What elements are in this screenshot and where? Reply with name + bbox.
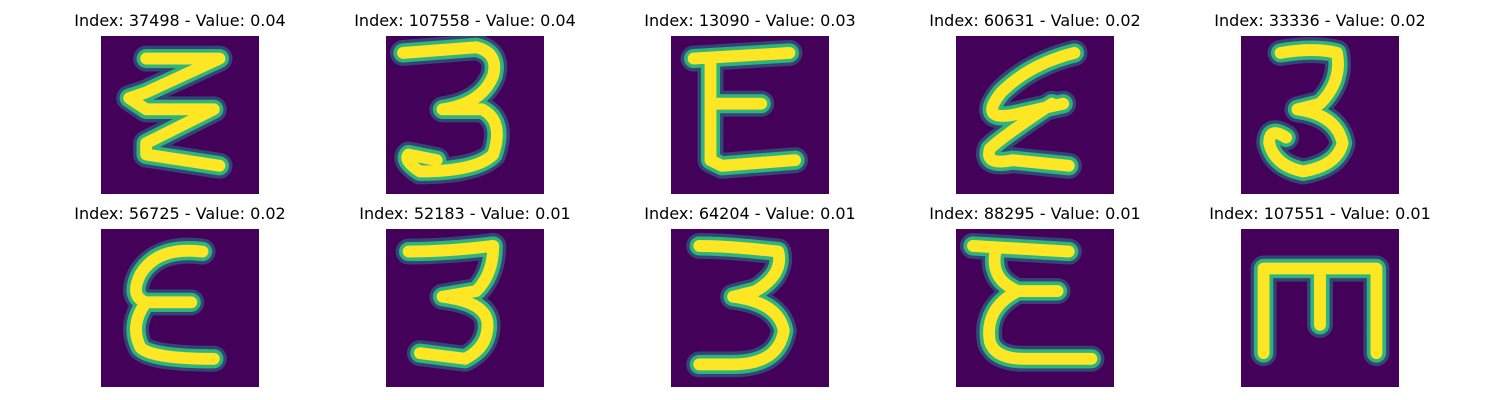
glyph-stroke: [983, 47, 1081, 172]
glyph-stroke: [687, 47, 802, 172]
digit-image: [956, 229, 1114, 387]
tile-title: Index: 33336 - Value: 0.02: [1214, 11, 1426, 30]
glyph-stroke: [123, 52, 226, 172]
digit-image: [671, 36, 829, 194]
digit-image: [1241, 229, 1399, 387]
tile-title: Index: 107551 - Value: 0.01: [1209, 204, 1431, 223]
glyph-stroke: [967, 240, 1098, 365]
digit-image: [956, 36, 1114, 194]
glyph-stroke: [130, 244, 220, 365]
digit-image: [386, 36, 544, 194]
glyph-stroke: [1263, 44, 1349, 178]
glyph-stroke: [693, 240, 790, 371]
tile-title: Index: 52183 - Value: 0.01: [359, 204, 571, 223]
tile-title: Index: 13090 - Value: 0.03: [644, 11, 856, 30]
digit-image: [1241, 36, 1399, 194]
image-tile: Index: 56725 - Value: 0.02: [30, 205, 330, 395]
digit-image: [101, 229, 259, 387]
image-tile: Index: 33336 - Value: 0.02: [1170, 12, 1470, 202]
image-tile: Index: 13090 - Value: 0.03: [600, 12, 900, 202]
image-tile: Index: 88295 - Value: 0.01: [885, 205, 1185, 395]
image-tile: Index: 107551 - Value: 0.01: [1170, 205, 1470, 395]
image-tile: Index: 60631 - Value: 0.02: [885, 12, 1185, 202]
glyph-stroke: [1257, 262, 1383, 360]
glyph-stroke: [397, 41, 503, 178]
digit-image: [671, 229, 829, 387]
image-tile: Index: 52183 - Value: 0.01: [315, 205, 615, 395]
image-tile: Index: 64204 - Value: 0.01: [600, 205, 900, 395]
tile-title: Index: 64204 - Value: 0.01: [644, 204, 856, 223]
tile-title: Index: 60631 - Value: 0.02: [929, 11, 1141, 30]
glyph-stroke: [402, 240, 500, 365]
tile-title: Index: 37498 - Value: 0.04: [74, 11, 286, 30]
tile-title: Index: 56725 - Value: 0.02: [74, 204, 286, 223]
tile-title: Index: 88295 - Value: 0.01: [929, 204, 1141, 223]
digit-image: [101, 36, 259, 194]
digit-image: [386, 229, 544, 387]
image-tile: Index: 107558 - Value: 0.04: [315, 12, 615, 202]
image-tile: Index: 37498 - Value: 0.04: [30, 12, 330, 202]
tile-title: Index: 107558 - Value: 0.04: [354, 11, 576, 30]
